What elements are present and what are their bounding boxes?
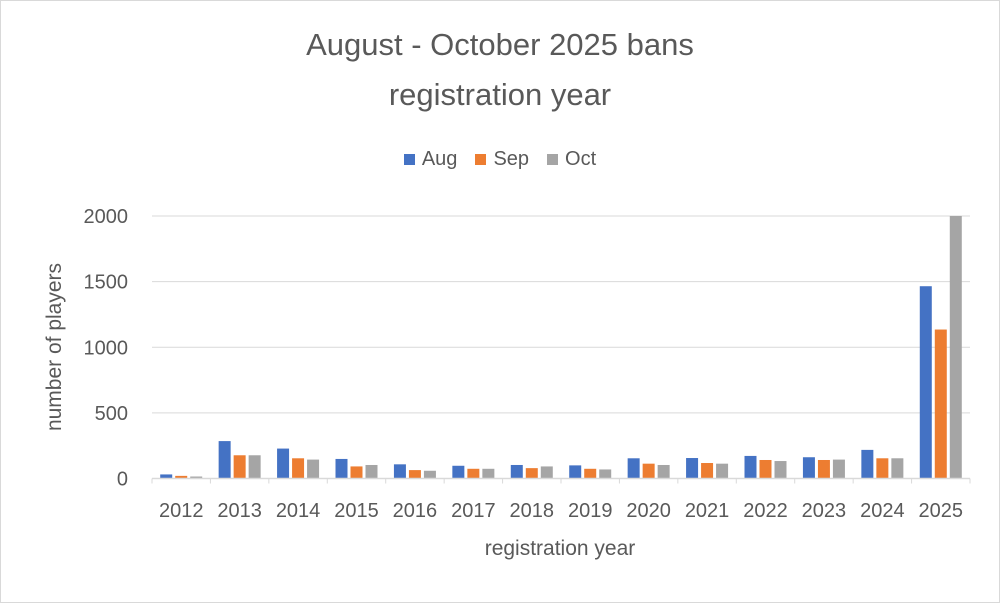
bar-sep-2020 <box>642 463 655 479</box>
x-tick-label: 2021 <box>685 500 730 522</box>
bar-sep-2021 <box>701 463 714 479</box>
legend: Aug Sep Oct <box>0 148 1000 171</box>
chart-title-line1: August - October 2025 bans <box>306 27 694 62</box>
legend-item-aug: Aug <box>403 148 458 171</box>
bar-sep-2014 <box>292 458 305 479</box>
bar-oct-2019 <box>599 469 612 479</box>
x-tick-label: 2025 <box>919 500 964 522</box>
bar-aug-2023 <box>802 457 815 479</box>
x-tick-label: 2013 <box>217 500 262 522</box>
bar-oct-2024 <box>891 458 904 479</box>
bar-oct-2023 <box>832 459 845 479</box>
bar-oct-2016 <box>423 470 436 479</box>
bar-oct-2021 <box>716 463 729 479</box>
bar-sep-2024 <box>876 458 889 479</box>
bar-oct-2022 <box>774 461 787 479</box>
legend-swatch-sep <box>475 154 487 165</box>
bar-aug-2016 <box>393 464 406 479</box>
bar-oct-2015 <box>365 464 378 479</box>
bar-sep-2017 <box>467 468 480 479</box>
bar-aug-2024 <box>861 449 874 479</box>
x-tick-label: 2014 <box>276 500 321 522</box>
x-tick-label: 2023 <box>802 500 847 522</box>
x-tick-label: 2012 <box>159 500 204 522</box>
y-tick-label: 1500 <box>84 272 129 294</box>
y-axis-label: number of players <box>43 262 66 432</box>
legend-label-sep: Sep <box>493 148 530 170</box>
bar-aug-2022 <box>744 455 757 479</box>
x-tick-label: 2019 <box>568 500 613 522</box>
x-tick-label: 2017 <box>451 500 496 522</box>
y-tick-label: 500 <box>95 403 128 425</box>
legend-label-oct: Oct <box>565 148 597 170</box>
y-tick-label: 2000 <box>84 206 129 228</box>
chart-title-line2: registration year <box>388 77 612 112</box>
bar-oct-2013 <box>248 455 261 479</box>
bar-sep-2015 <box>350 466 363 479</box>
bar-sep-2016 <box>408 470 421 479</box>
bar-oct-2018 <box>540 466 553 479</box>
bar-sep-2022 <box>759 459 772 479</box>
y-tick-label: 1000 <box>84 337 129 359</box>
bar-sep-2012 <box>175 475 188 479</box>
bar-aug-2020 <box>627 458 640 479</box>
bar-aug-2018 <box>510 464 523 479</box>
bar-sep-2013 <box>233 455 246 479</box>
x-tick-label: 2022 <box>743 500 788 522</box>
x-tick-label: 2024 <box>860 500 905 522</box>
x-tick-label: 2015 <box>334 500 379 522</box>
x-axis-label: registration year <box>484 537 636 560</box>
bar-oct-2014 <box>307 459 320 479</box>
bar-aug-2021 <box>686 458 699 479</box>
bar-aug-2012 <box>160 474 173 479</box>
bar-oct-2025 <box>949 216 962 479</box>
bar-oct-2020 <box>657 464 670 479</box>
x-tick-label: 2020 <box>626 500 671 522</box>
bar-sep-2019 <box>584 468 597 479</box>
x-tick-label: 2016 <box>393 500 438 522</box>
bar-aug-2015 <box>335 458 348 479</box>
bar-aug-2014 <box>277 448 290 479</box>
bar-aug-2025 <box>919 286 932 479</box>
bar-sep-2023 <box>817 459 830 479</box>
bar-sep-2018 <box>525 468 538 479</box>
bar-oct-2012 <box>190 476 203 479</box>
y-tick-label: 0 <box>117 469 128 491</box>
legend-swatch-aug <box>403 154 415 165</box>
legend-item-sep: Sep <box>475 148 529 171</box>
x-tick-label: 2018 <box>510 500 555 522</box>
bar-aug-2017 <box>452 465 465 479</box>
legend-swatch-oct <box>547 154 559 165</box>
bar-sep-2025 <box>934 329 947 479</box>
bar-aug-2019 <box>569 465 582 479</box>
bar-oct-2017 <box>482 468 495 479</box>
legend-item-oct: Oct <box>547 148 596 171</box>
legend-label-aug: Aug <box>421 148 458 170</box>
bar-aug-2013 <box>218 441 231 479</box>
